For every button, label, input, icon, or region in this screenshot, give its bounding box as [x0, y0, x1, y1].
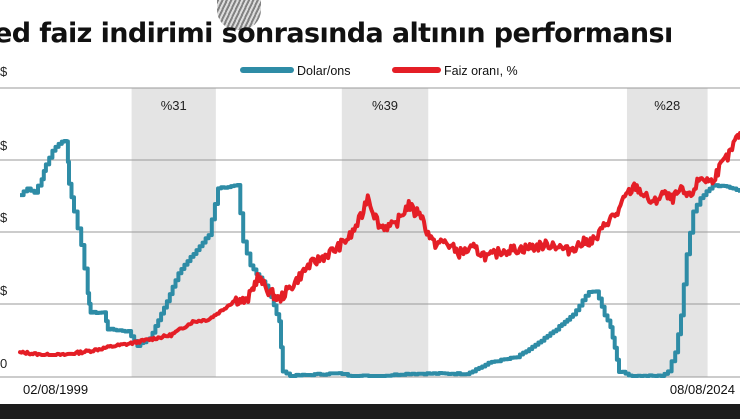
series-line-gold: [20, 139, 740, 378]
x-axis-ticks: 02/08/1999 08/08/2024: [23, 382, 735, 397]
y-tick-label-4: 0: [0, 356, 7, 371]
x-tick-label-0: 02/08/1999: [23, 382, 88, 397]
series-line-rate: [18, 131, 740, 357]
y-axis-ticks: $ $ $ $0: [0, 64, 8, 371]
y-tick-label-1: $: [0, 138, 8, 153]
series-lines: [18, 131, 740, 378]
x-tick-label-1: 08/08/2024: [670, 382, 735, 397]
shaded-period-label-1: %39: [372, 98, 398, 113]
y-tick-label-2: $: [0, 210, 8, 225]
y-tick-label-0: $: [0, 64, 8, 79]
legend-label-1: Faiz oranı, %: [444, 64, 518, 78]
legend-label-0: Dolar/ons: [297, 64, 351, 78]
chart-title: ed faiz indirimi sonrasında altının perf…: [0, 18, 673, 49]
y-tick-label-3: $: [0, 283, 8, 298]
footer-bar: [0, 404, 740, 419]
shaded-period-label-0: %31: [161, 98, 187, 113]
owl-photo: [217, 0, 261, 30]
legend: Dolar/ons Faiz oranı, %: [240, 64, 518, 78]
shaded-period-label-2: %28: [654, 98, 680, 113]
shaded-periods: %31 %39 %28: [131, 88, 708, 377]
